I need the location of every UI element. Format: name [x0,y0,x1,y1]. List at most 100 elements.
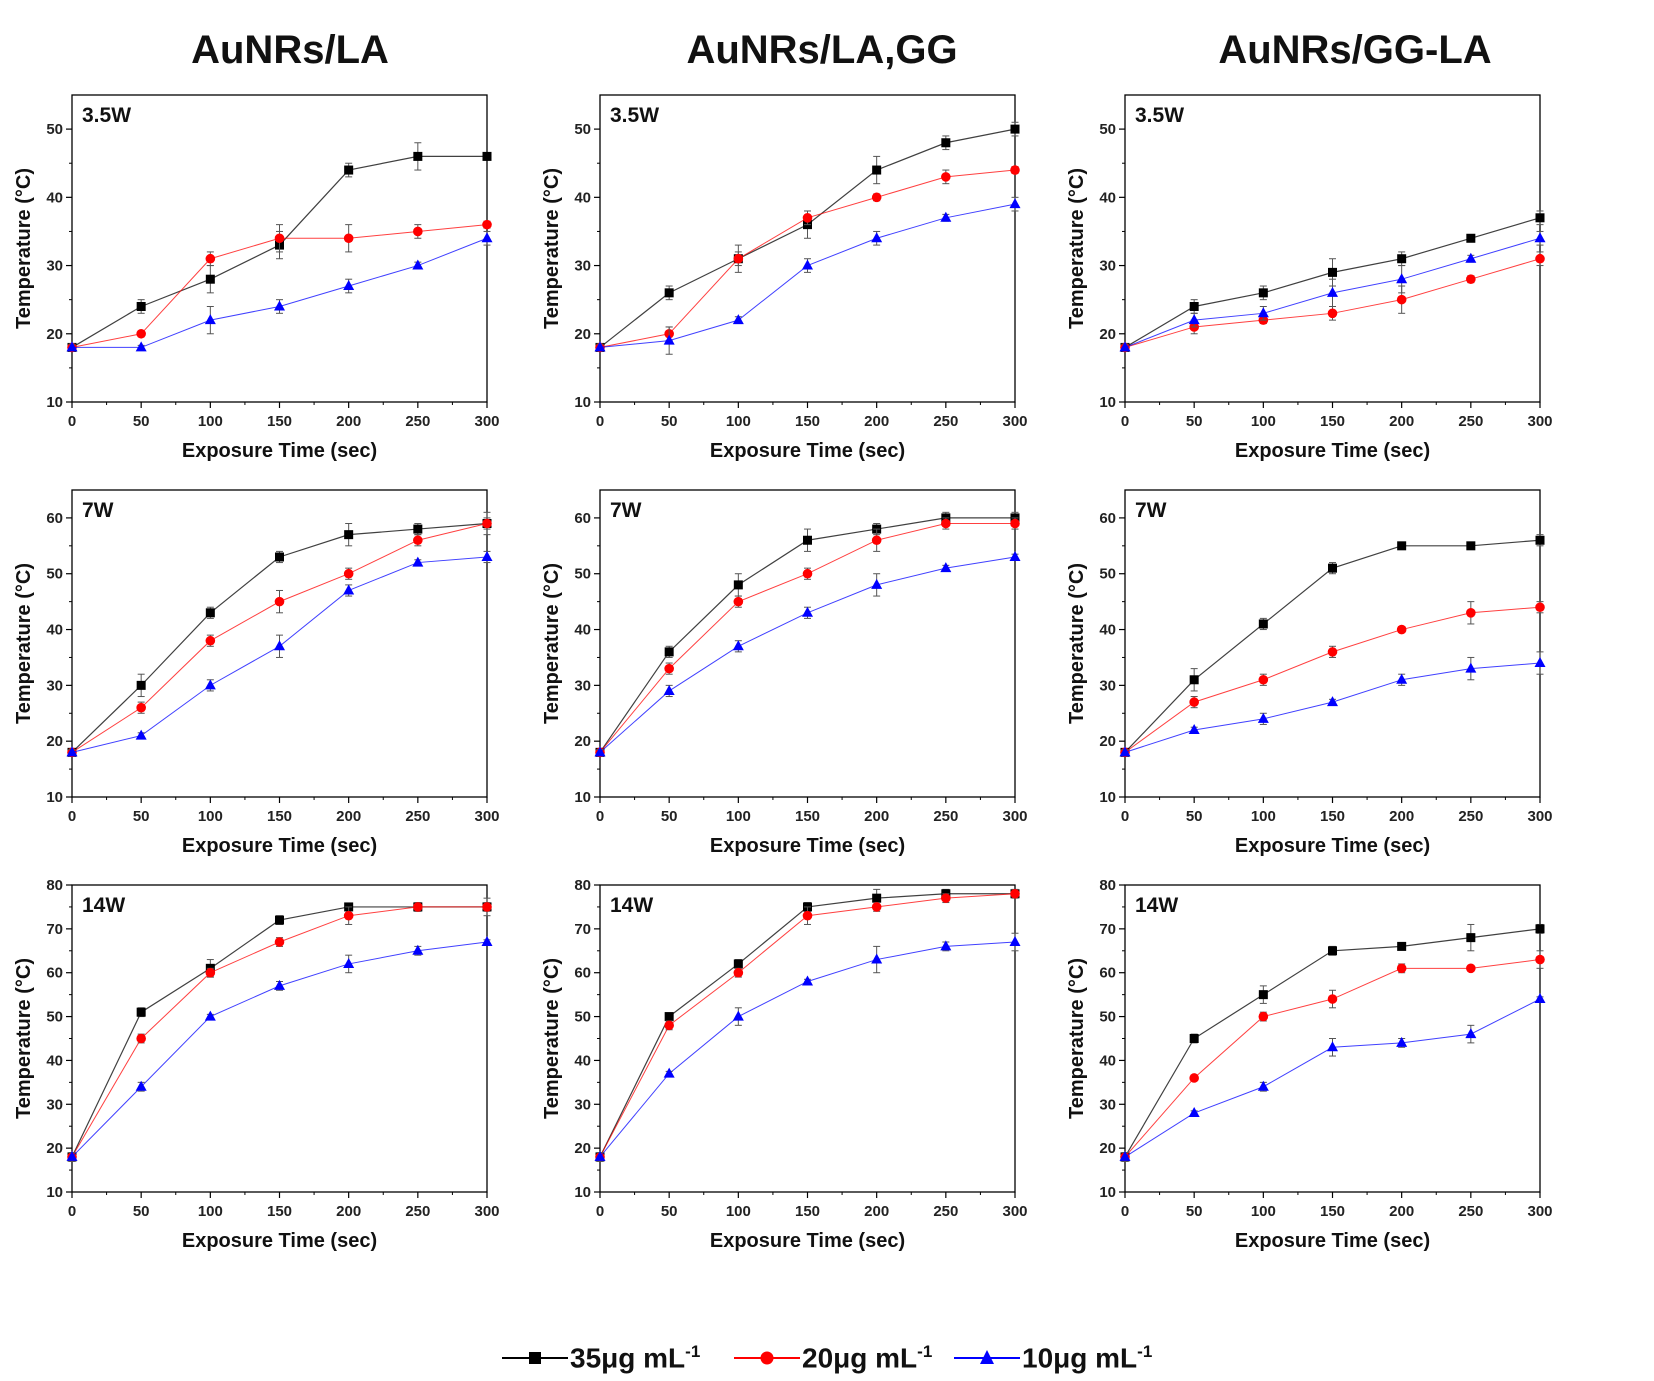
legend-marker-triangle-icon [954,1350,1020,1364]
column-title-3: AuNRs/GG-LA [1218,28,1492,72]
data-point [343,568,354,579]
data-point [1258,990,1268,1000]
data-point [1257,712,1269,723]
column-title-1: AuNRs/LA [191,28,389,72]
data-point [594,746,606,757]
series-1 [67,511,492,757]
x-tick-label: 200 [864,808,889,825]
y-tick-label: 20 [574,733,591,750]
x-tick-label: 150 [795,808,820,825]
y-tick-label: 50 [1099,121,1116,138]
panel-2-2: 0 50 100 150 200 250 300 10 20 30 40 50 60 Exposure T… [541,489,1028,857]
series-1 [595,511,1020,757]
data-point [413,524,423,534]
data-point [1535,535,1545,545]
data-point [136,1033,146,1044]
legend-item-20: 20μg mL-1 [732,1338,932,1378]
data-point [1010,518,1020,529]
series-1 [1120,534,1545,757]
y-tick-label: 40 [1099,1052,1116,1069]
plot-frame [1124,94,1541,403]
legend-item-10: 10μg mL-1 [952,1338,1152,1378]
x-tick-label: 300 [474,413,499,430]
data-point [941,172,951,182]
data-point [1466,608,1476,618]
data-point [275,552,284,562]
x-tick-label: 0 [596,413,604,430]
x-tick-label: 100 [726,413,751,430]
series-3 [1119,993,1546,1162]
x-tick-label: 200 [336,1203,361,1220]
y-tick-label: 70 [574,921,591,938]
y-tick-label: 20 [574,326,591,343]
x-tick-label: 0 [1121,413,1129,430]
panel-power-label: 14W [1135,894,1178,917]
data-point [664,663,674,674]
x-tick-label: 250 [1458,1203,1483,1220]
series-3 [594,550,1021,757]
data-point [343,957,355,968]
y-tick-label: 30 [1099,677,1116,694]
series-3 [1119,651,1546,757]
x-tick-label: 250 [933,808,958,825]
panel-power-label: 14W [610,894,653,917]
series-3 [66,550,493,757]
data-point [1465,252,1477,263]
data-point [1119,746,1131,757]
x-tick-label: 100 [198,808,223,825]
y-tick-label: 10 [574,789,591,806]
data-point [482,151,492,161]
x-axis-label: Exposure Time (sec) [182,835,377,857]
panel-1-1: 0 50 100 150 200 250 300 10 20 30 40 50 Exposure Tim… [13,94,500,462]
y-tick-label: 40 [1099,189,1116,206]
legend-sup-10: -1 [1137,1341,1153,1361]
data-point [732,1010,744,1021]
y-tick-label: 30 [1099,1096,1116,1113]
y-tick-label: 50 [1099,1009,1116,1026]
x-tick-label: 50 [133,1203,150,1220]
x-tick-label: 100 [198,413,223,430]
data-point [802,606,813,617]
data-point [205,967,216,978]
x-tick-label: 250 [933,1203,958,1220]
y-axis-label: Temperature (°C) [13,563,35,724]
x-tick-label: 150 [267,413,292,430]
data-point [1466,933,1476,943]
data-point [274,979,285,990]
data-point [344,165,354,175]
data-point [343,280,355,291]
x-tick-label: 50 [1186,1203,1203,1220]
series-2 [595,517,1020,758]
data-point [1009,550,1021,561]
panel-3-3: 0 50 100 150 200 250 300 10 20 30 40 50 60 70 80 Exposu… [1066,877,1553,1252]
y-tick-label: 40 [574,189,591,206]
data-point [1010,888,1020,899]
y-tick-label: 40 [46,622,63,639]
data-point [136,328,146,339]
data-point [941,518,951,529]
series-3 [594,196,1021,355]
y-tick-label: 30 [46,1096,63,1113]
data-point [1534,232,1546,243]
data-point [1010,124,1020,134]
y-tick-label: 40 [574,622,591,639]
x-tick-label: 50 [133,808,150,825]
series-2 [595,888,1020,1162]
x-tick-label: 300 [474,808,499,825]
y-tick-label: 50 [1099,566,1116,583]
data-point [664,1012,674,1022]
y-axis-label: Temperature (°C) [1066,168,1088,329]
panel-power-label: 3.5W [610,104,659,127]
data-point [733,959,743,969]
data-point [733,596,744,607]
data-point [1465,662,1477,673]
x-tick-label: 100 [1251,1203,1276,1220]
data-point [802,975,813,986]
y-tick-label: 40 [574,1052,591,1069]
data-point [136,1007,146,1017]
data-point [412,556,424,567]
series-line [599,556,1016,753]
y-tick-label: 10 [1099,789,1116,806]
data-point [343,584,355,595]
data-point [594,341,606,352]
